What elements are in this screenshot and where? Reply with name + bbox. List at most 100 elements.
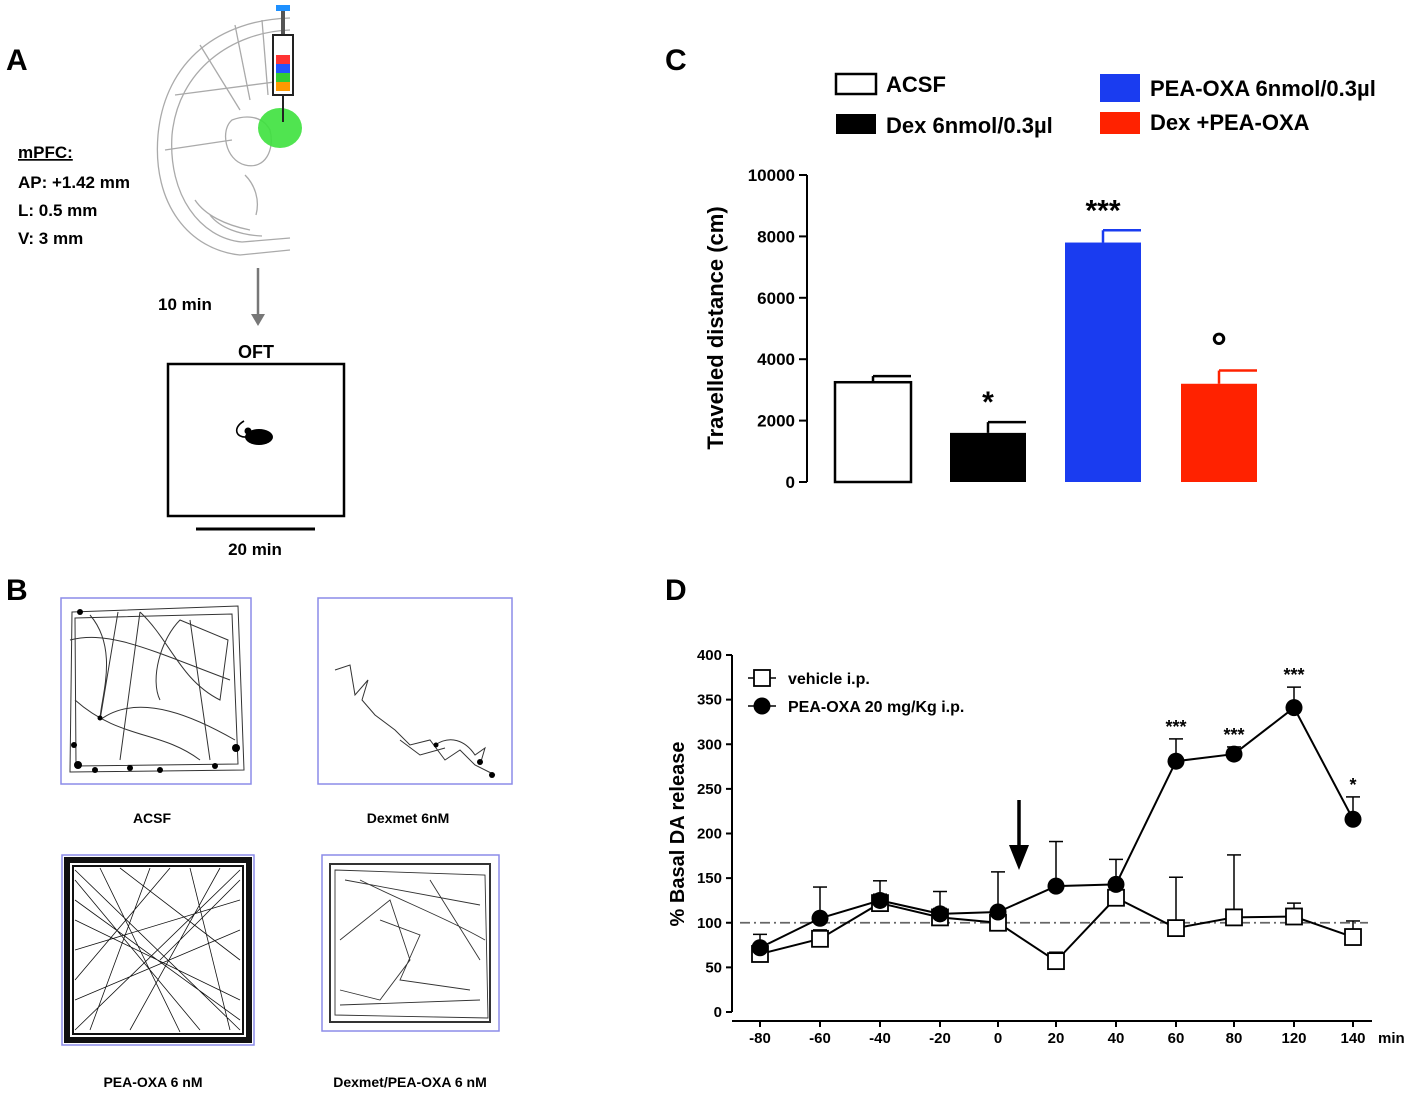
x-tick-label-d: -80 xyxy=(749,1030,771,1047)
data-point-pea-oxa xyxy=(1285,699,1303,717)
mouse-icon xyxy=(235,420,273,445)
panel-label-a: A xyxy=(6,44,28,77)
data-point-vehicle xyxy=(1285,907,1303,926)
legend-swatch-acsf xyxy=(834,72,878,96)
x-tick-label-d: 40 xyxy=(1108,1030,1125,1047)
x-tick-label-d: -60 xyxy=(809,1030,831,1047)
x-tick-label-d: 120 xyxy=(1281,1030,1306,1047)
delay-label: 10 min xyxy=(158,295,212,314)
test-name: OFT xyxy=(238,342,274,362)
significance-marker-d: * xyxy=(1349,775,1356,795)
panel-d-line-chart: vehicle i.p. PEA-OXA 20 mg/Kg i.p. % Bas… xyxy=(667,647,1405,1047)
caption-dexmet: Dexmet 6nM xyxy=(367,810,449,826)
x-tick-label-d: 0 xyxy=(994,1030,1002,1047)
injection-arrow-icon xyxy=(1009,800,1029,870)
track-path-acsf xyxy=(69,605,245,773)
data-point-pea-oxa xyxy=(1344,810,1362,828)
data-point-vehicle xyxy=(1047,952,1065,971)
panel-a: mPFC: AP: +1.42 mm L: 0.5 mm V: 3 mm 10 … xyxy=(18,5,346,559)
duration-label: 20 min xyxy=(228,540,282,559)
track-path-dexmet xyxy=(334,664,496,776)
legend-marker-pea-oxa xyxy=(753,697,771,715)
legend-label-dex-pea-oxa: Dex +PEA-OXA xyxy=(1150,110,1310,135)
legend-c: ACSF Dex 6nmol/0.3µl PEA-OXA 6nmol/0.3µl… xyxy=(834,72,1376,138)
significance-markers-d: *** ******* xyxy=(1165,665,1356,795)
y-tick-label-d: 100 xyxy=(697,915,722,932)
y-tick-label-c: 0 xyxy=(786,473,795,492)
data-point-pea-oxa xyxy=(931,905,949,923)
y-tick-label-c: 8000 xyxy=(757,227,795,246)
y-tick-label-d: 0 xyxy=(714,1004,722,1021)
significance-marker: * xyxy=(982,386,994,419)
y-tick-label-d: 150 xyxy=(697,870,722,887)
significance-marker-d: *** xyxy=(1283,665,1304,685)
x-tick-label-d: 60 xyxy=(1168,1030,1185,1047)
legend-swatch-dex-pea-oxa xyxy=(1100,112,1140,134)
legend-label-pea-oxa: PEA-OXA 6nmol/0.3µl xyxy=(1150,76,1376,101)
series-pea-oxa xyxy=(751,686,1362,957)
legend-marker-vehicle xyxy=(753,669,771,687)
data-point-pea-oxa xyxy=(1167,752,1185,770)
bar-3 xyxy=(1065,242,1141,482)
region-title: mPFC: xyxy=(18,143,73,162)
x-tick-label-d: -40 xyxy=(869,1030,891,1047)
y-tick-label-d: 250 xyxy=(697,781,722,798)
track-box-acsf xyxy=(60,597,252,785)
legend-label-acsf: ACSF xyxy=(886,72,946,97)
panel-label-b: B xyxy=(6,574,28,607)
x-tick-label-d: 20 xyxy=(1048,1030,1065,1047)
series-line xyxy=(759,706,1354,949)
syringe-icon xyxy=(272,5,294,122)
series-vehicle xyxy=(751,854,1362,971)
coordinate-l: L: 0.5 mm xyxy=(18,201,97,220)
coordinate-v: V: 3 mm xyxy=(18,229,83,248)
y-tick-label-c: 4000 xyxy=(757,350,795,369)
legend-d: vehicle i.p. PEA-OXA 20 mg/Kg i.p. xyxy=(748,669,964,716)
x-axis-unit-d: min xyxy=(1378,1030,1405,1047)
bar-1 xyxy=(833,380,913,484)
y-tick-label-d: 300 xyxy=(697,736,722,753)
coordinate-ap: AP: +1.42 mm xyxy=(18,173,130,192)
data-point-pea-oxa xyxy=(1047,877,1065,895)
data-point-pea-oxa xyxy=(811,909,829,927)
legend-label-pea-oxa-ip: PEA-OXA 20 mg/Kg i.p. xyxy=(788,699,964,716)
data-point-pea-oxa xyxy=(1225,745,1243,763)
panel-label-d: D xyxy=(665,574,687,607)
y-tick-label-c: 6000 xyxy=(757,289,795,308)
track-clusters-dexmet xyxy=(433,742,495,778)
legend-swatch-dex xyxy=(836,114,876,134)
x-tick-label-d: -20 xyxy=(929,1030,951,1047)
y-tick-label-d: 200 xyxy=(697,826,722,843)
panel-c-bar-chart: ACSF Dex 6nmol/0.3µl PEA-OXA 6nmol/0.3µl… xyxy=(703,72,1376,492)
track-clusters-acsf xyxy=(71,609,240,773)
significance-marker-d: *** xyxy=(1165,717,1186,737)
significance-marker: ° xyxy=(1211,326,1227,370)
y-tick-label-c: 2000 xyxy=(757,412,795,431)
y-tick-label-d: 350 xyxy=(697,692,722,709)
x-tick-label-d: 80 xyxy=(1226,1030,1243,1047)
caption-pea-oxa: PEA-OXA 6 nM xyxy=(103,1074,202,1090)
data-point-vehicle xyxy=(1225,908,1243,927)
data-point-pea-oxa xyxy=(989,903,1007,921)
track-path-pea-oxa xyxy=(64,857,252,1043)
y-tick-label-d: 50 xyxy=(705,959,722,976)
legend-label-vehicle: vehicle i.p. xyxy=(788,671,870,688)
y-axis-label-d: % Basal DA release xyxy=(667,742,689,927)
caption-acsf: ACSF xyxy=(133,810,172,826)
y-tick-label-d: 400 xyxy=(697,647,722,664)
significance-marker: *** xyxy=(1085,194,1120,227)
panel-b: ACSF Dexmet 6nM PEA-OXA 6 nM Dexmet/PEA-… xyxy=(60,597,513,1090)
down-arrow-icon xyxy=(251,268,265,326)
significance-marker-d: *** xyxy=(1223,725,1244,745)
legend-swatch-pea-oxa xyxy=(1100,74,1140,102)
legend-label-dex: Dex 6nmol/0.3µl xyxy=(886,113,1053,138)
caption-dexmet-pea-oxa: Dexmet/PEA-OXA 6 nM xyxy=(333,1074,487,1090)
data-point-vehicle xyxy=(811,929,829,948)
brain-section-diagram xyxy=(156,17,291,256)
track-path-dexmet-pea-oxa xyxy=(329,863,491,1023)
data-point-pea-oxa xyxy=(751,939,769,957)
data-point-pea-oxa xyxy=(1107,875,1125,893)
y-axis-label-c: Travelled distance (cm) xyxy=(703,206,728,449)
injection-site-marker xyxy=(258,108,302,148)
data-point-pea-oxa xyxy=(871,891,889,909)
